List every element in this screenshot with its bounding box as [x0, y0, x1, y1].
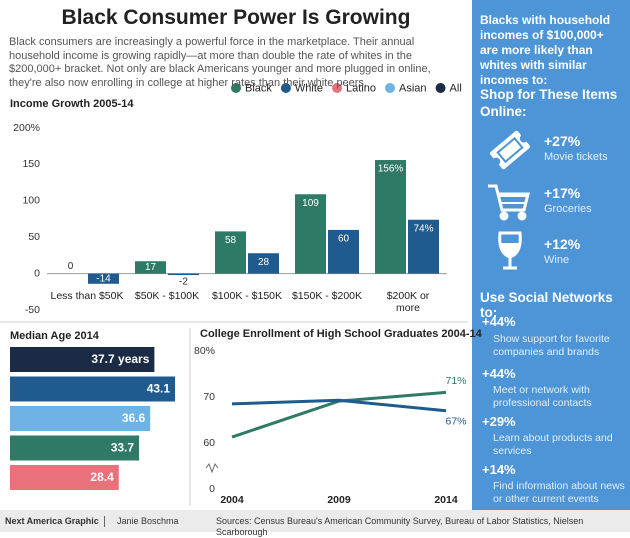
- x-tick-label: $100K - $150K: [211, 290, 283, 302]
- value-label: 28: [258, 257, 270, 268]
- legend-label: White: [295, 82, 323, 94]
- y-tick-label: 150: [22, 158, 40, 170]
- legend-swatch: [280, 83, 291, 93]
- footer-bar: [0, 510, 630, 532]
- value-label: 109: [302, 198, 319, 209]
- cart-icon: [488, 184, 530, 221]
- legend-label: Asian: [399, 82, 427, 94]
- bar: [10, 376, 176, 402]
- stat-value: +27%: [544, 133, 581, 149]
- y-tick-label: 0: [34, 267, 40, 279]
- y-tick-label: 80%: [194, 345, 215, 357]
- stat-value: +17%: [544, 185, 581, 201]
- author: Janie Boschma: [117, 516, 179, 526]
- bar: [375, 160, 406, 274]
- line: [231, 398, 447, 413]
- value-label: 156%: [378, 164, 404, 175]
- sidebar-intro: Blacks with household incomes of $100,00…: [480, 13, 611, 87]
- axis-break: [205, 462, 219, 474]
- stat-label: Meet or network with professional contac…: [493, 384, 592, 409]
- credit: Next America Graphic: [5, 516, 105, 527]
- bar: [248, 253, 279, 274]
- value-label: 36.6: [122, 411, 146, 425]
- value-label: -2: [179, 277, 188, 288]
- stat-label: Find information about news or other cur…: [493, 480, 625, 505]
- y-tick-label: 70: [203, 391, 215, 403]
- x-tick-label: $50K - $100K: [134, 290, 200, 302]
- sidebar-panel: [472, 0, 630, 510]
- x-tick-label: $150K - $200K: [291, 290, 363, 302]
- bar: [215, 231, 246, 274]
- x-tick-label: Less than $50K: [50, 290, 124, 302]
- bar: [10, 347, 155, 372]
- x-tick-label: 2004: [220, 494, 244, 506]
- wine-icon: [498, 231, 522, 270]
- bar: [328, 229, 359, 274]
- bar: [10, 406, 151, 431]
- legend-swatch: [385, 83, 396, 93]
- value-label: 43.1: [147, 382, 171, 396]
- value-label: 71%: [445, 375, 466, 387]
- intro-text: Black consumers are increasingly a power…: [9, 36, 431, 89]
- bar: [135, 261, 166, 274]
- y-tick-label: -50: [25, 304, 40, 316]
- value-label: 37.7 years: [91, 352, 149, 366]
- bar: [295, 194, 326, 274]
- y-tick-label: 50: [28, 231, 40, 243]
- value-label: 60: [338, 234, 350, 245]
- stat-value: +44%: [482, 366, 516, 381]
- x-tick-label: $200K or more: [386, 290, 430, 314]
- stat-label: Learn about products and services: [493, 432, 613, 457]
- x-tick-label: 2014: [434, 494, 458, 506]
- stat-label: Show support for favorite companies and …: [493, 333, 610, 358]
- legend-label: All: [450, 82, 462, 94]
- ticket-icon: [489, 130, 531, 170]
- legend-swatch: [231, 83, 241, 93]
- stat-label: Wine: [544, 254, 570, 266]
- y-tick-label: 0: [209, 483, 215, 495]
- chart-title: Median Age 2014: [10, 330, 99, 342]
- value-label: 33.7: [111, 441, 135, 455]
- x-tick-label: 2009: [327, 494, 351, 506]
- value-label: 28.4: [90, 470, 114, 484]
- value-label: -14: [96, 273, 111, 284]
- stat-value: +29%: [482, 414, 516, 429]
- stat-value: +44%: [482, 314, 516, 329]
- value-label: 0: [68, 261, 74, 272]
- legend-swatch: [332, 83, 343, 93]
- section-heading: Use Social Networks to:: [480, 290, 613, 320]
- value-label: 58: [225, 235, 237, 246]
- stat-label: Groceries: [544, 203, 592, 215]
- chart-title: Income Growth 2005-14: [10, 98, 134, 110]
- stat-value: +14%: [482, 462, 516, 477]
- bar: [10, 435, 140, 461]
- legend-swatch: [435, 83, 446, 93]
- value-label: 74%: [413, 223, 433, 234]
- page-title: Black Consumer Power Is Growing: [61, 6, 411, 29]
- legend-label: Black: [245, 82, 272, 94]
- sources: Sources: Census Bureau's American Commun…: [216, 516, 584, 537]
- legend-label: Latino: [346, 82, 376, 94]
- section-heading: Shop for These Items Online:: [480, 87, 618, 119]
- bar: [168, 273, 199, 276]
- bar: [88, 273, 119, 284]
- y-tick-label: 100: [22, 195, 40, 207]
- y-tick-label: 200%: [13, 122, 40, 134]
- stat-value: +12%: [544, 236, 581, 252]
- bar: [408, 219, 439, 274]
- chart-title: College Enrollment of High School Gradua…: [200, 328, 482, 340]
- bar: [10, 465, 119, 490]
- value-label: 17: [145, 262, 157, 273]
- value-label: 67%: [445, 416, 466, 428]
- stat-label: Movie tickets: [544, 151, 608, 163]
- y-tick-label: 60: [203, 437, 215, 449]
